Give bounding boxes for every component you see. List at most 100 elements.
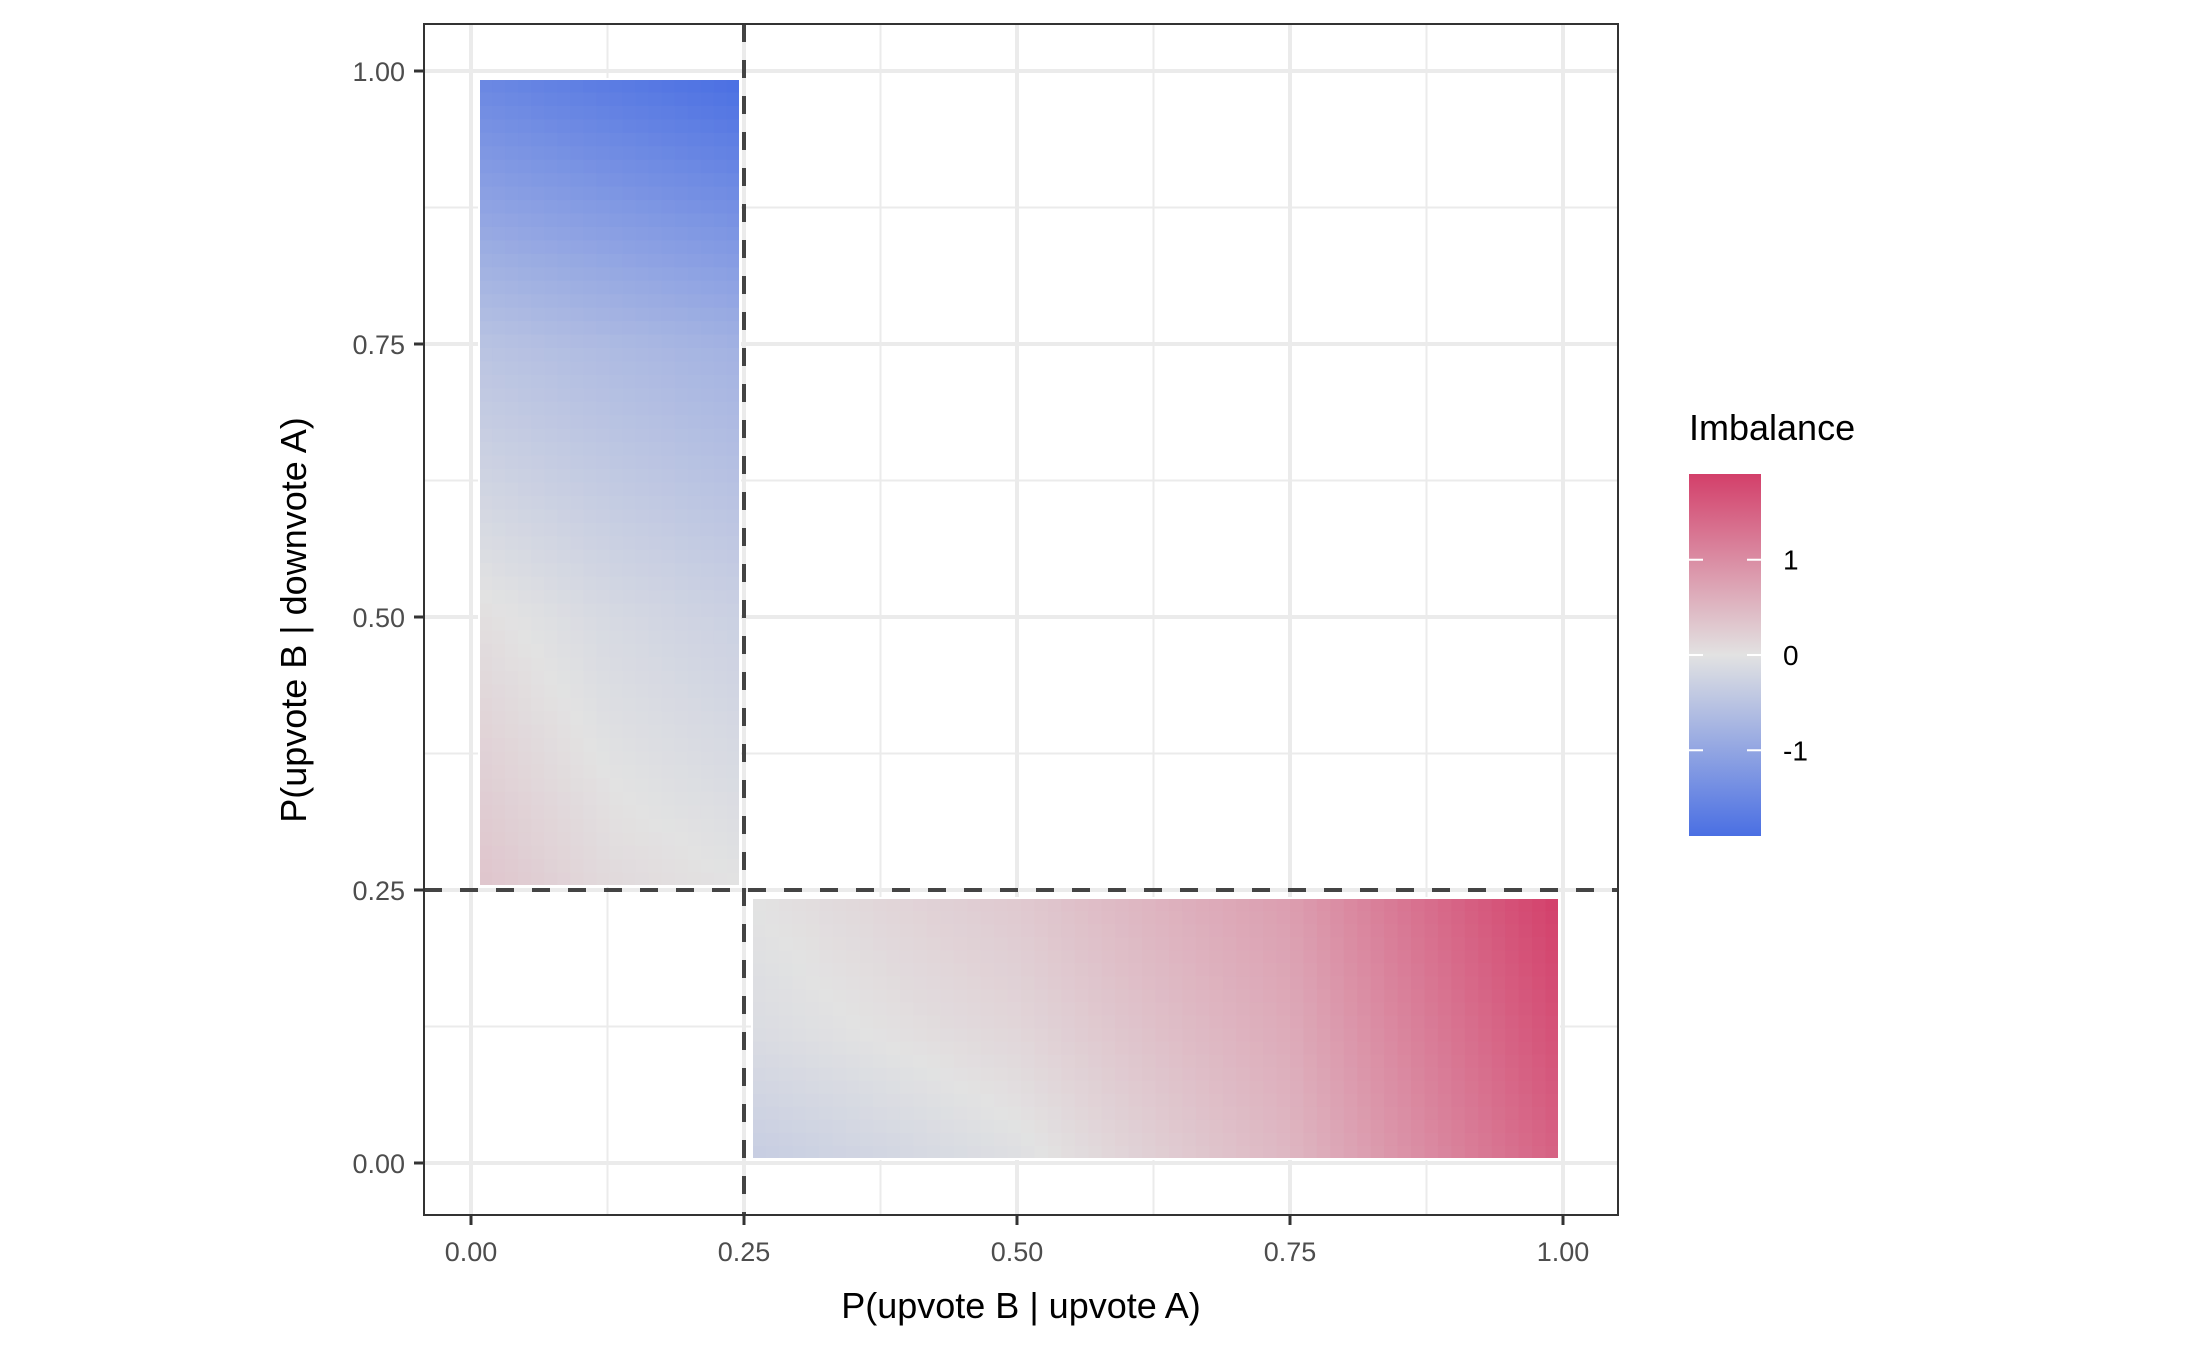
heatmap-cell — [531, 267, 545, 282]
heatmap-cell — [518, 348, 532, 363]
heatmap-cell — [1518, 1028, 1533, 1043]
heatmap-cell — [622, 428, 637, 443]
heatmap-cell — [846, 924, 861, 938]
heatmap-cell — [713, 576, 728, 591]
heatmap-cell — [674, 617, 689, 632]
heatmap-cell — [570, 240, 584, 255]
heatmap-cell — [926, 924, 941, 938]
heatmap-cell — [570, 630, 584, 645]
heatmap-cell — [1276, 937, 1291, 951]
heatmap-cell — [713, 724, 728, 739]
heatmap-cell — [505, 697, 519, 712]
heatmap-cell — [765, 924, 780, 938]
heatmap-cell — [1316, 963, 1331, 977]
heatmap-cell — [635, 294, 650, 309]
heatmap-cell — [479, 536, 493, 551]
heatmap-cell — [805, 1093, 820, 1108]
heatmap-cell — [700, 469, 715, 484]
heatmap-cell — [1290, 898, 1305, 912]
heatmap-cell — [873, 924, 888, 938]
heatmap-cell — [570, 724, 584, 739]
heatmap-cell — [557, 253, 571, 268]
heatmap-cell — [1316, 1002, 1331, 1017]
heatmap-cell — [940, 1054, 955, 1069]
heatmap-cell — [557, 401, 571, 416]
heatmap-cell — [913, 898, 928, 912]
heatmap-cell — [661, 536, 676, 551]
heatmap-cell — [674, 388, 689, 403]
heatmap-cell — [1505, 989, 1520, 1003]
heatmap-cell — [1007, 1067, 1022, 1082]
heatmap-cell — [1357, 1067, 1372, 1082]
heatmap-cell — [1397, 937, 1412, 951]
heatmap-cell — [726, 374, 741, 389]
heatmap-cell — [1007, 1080, 1022, 1095]
heatmap-cell — [1397, 1015, 1412, 1030]
heatmap-cell — [674, 697, 689, 712]
heatmap-cell — [661, 711, 676, 726]
heatmap-cell — [1330, 1145, 1345, 1160]
heatmap-cell — [531, 146, 545, 161]
heatmap-cell — [648, 415, 663, 430]
heatmap-cell — [674, 522, 689, 537]
heatmap-cell — [648, 119, 663, 134]
heatmap-cell — [596, 818, 611, 833]
y-axis: 0.000.250.500.751.00 — [352, 57, 424, 1179]
heatmap-cell — [505, 724, 519, 739]
heatmap-cell — [713, 401, 728, 416]
heatmap-cell — [635, 146, 650, 161]
heatmap-cell — [1478, 1106, 1493, 1121]
heatmap-cell — [1370, 937, 1385, 951]
heatmap-cell — [674, 146, 689, 161]
heatmap-cell — [544, 697, 558, 712]
heatmap-cell — [859, 924, 874, 938]
heatmap-cell — [661, 173, 676, 188]
heatmap-cell — [926, 1119, 941, 1134]
heatmap-cell — [940, 937, 955, 951]
heatmap-cell — [1115, 1145, 1130, 1160]
heatmap-cell — [700, 200, 715, 215]
heatmap-cell — [994, 1041, 1009, 1056]
heatmap-cell — [1182, 1041, 1197, 1056]
heatmap-cell — [505, 428, 519, 443]
heatmap-cell — [873, 1132, 888, 1147]
heatmap-cell — [1168, 911, 1183, 925]
heatmap-cell — [492, 536, 506, 551]
heatmap-cell — [1330, 1002, 1345, 1017]
heatmap-cell — [1155, 1093, 1170, 1108]
heatmap-cell — [557, 240, 571, 255]
heatmap-cell — [518, 684, 532, 699]
heatmap-cell — [899, 1002, 914, 1017]
heatmap-cell — [1505, 976, 1520, 990]
heatmap-cell — [635, 186, 650, 201]
heatmap-cell — [873, 1015, 888, 1030]
heatmap-cell — [980, 1015, 995, 1030]
heatmap-cell — [713, 280, 728, 295]
heatmap-cell — [505, 146, 519, 161]
heatmap-cell — [479, 684, 493, 699]
heatmap-cell — [492, 213, 506, 228]
heatmap-cell — [609, 186, 624, 201]
heatmap-cell — [687, 657, 702, 672]
heatmap-cell — [1263, 1080, 1278, 1095]
heatmap-cell — [700, 832, 715, 847]
heatmap-cell — [635, 159, 650, 174]
heatmap-cell — [1155, 937, 1170, 951]
heatmap-cell — [492, 576, 506, 591]
heatmap-cell — [583, 361, 598, 376]
heatmap-cell — [531, 321, 545, 336]
heatmap-cell — [622, 738, 637, 753]
heatmap-cell — [886, 1028, 901, 1043]
heatmap-cell — [1464, 1132, 1479, 1147]
heatmap-cell — [609, 240, 624, 255]
heatmap-cell — [1545, 1015, 1560, 1030]
heatmap-cell — [687, 79, 702, 94]
heatmap-cell — [635, 576, 650, 591]
heatmap-cell — [648, 173, 663, 188]
heatmap-cell — [713, 764, 728, 779]
heatmap-cell — [1424, 1028, 1439, 1043]
heatmap-cell — [713, 549, 728, 564]
heatmap-cell — [557, 186, 571, 201]
heatmap-cell — [1330, 924, 1345, 938]
heatmap-cell — [1263, 1093, 1278, 1108]
